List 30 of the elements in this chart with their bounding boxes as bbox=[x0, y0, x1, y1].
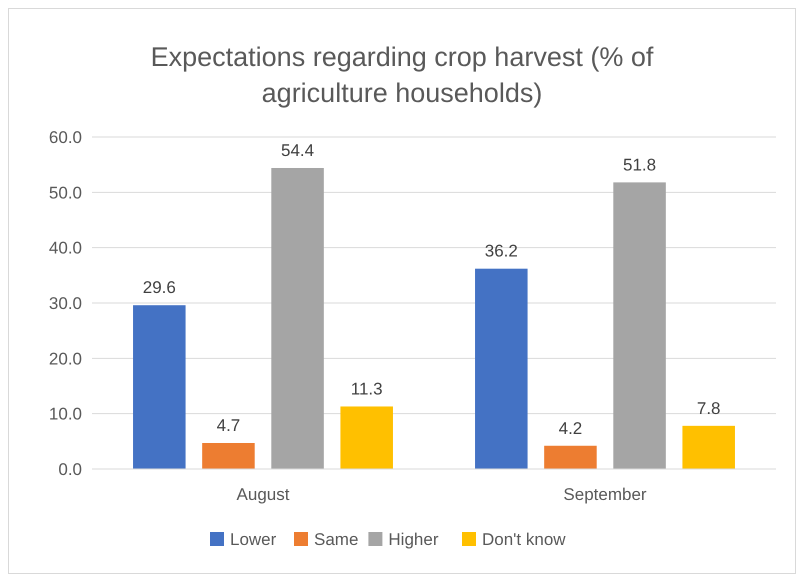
data-label: 36.2 bbox=[484, 242, 518, 261]
legend-label: Don't know bbox=[482, 530, 566, 549]
x-tick-label: August bbox=[236, 485, 290, 504]
y-tick-label: 50.0 bbox=[48, 183, 82, 202]
data-label: 7.8 bbox=[696, 398, 721, 418]
legend-label: Lower bbox=[230, 530, 277, 549]
data-label: 4.2 bbox=[558, 418, 582, 438]
bar bbox=[544, 446, 597, 469]
y-tick-label: 0.0 bbox=[58, 460, 82, 479]
bar bbox=[133, 305, 186, 469]
bar bbox=[271, 168, 324, 469]
x-tick-label: September bbox=[563, 485, 647, 504]
legend-label: Higher bbox=[388, 530, 439, 549]
bar bbox=[340, 406, 393, 469]
data-label: 54.4 bbox=[281, 140, 314, 160]
bar bbox=[475, 268, 528, 469]
data-label: 4.7 bbox=[216, 416, 240, 435]
data-label: 29.6 bbox=[142, 278, 176, 298]
y-tick-label: 30.0 bbox=[48, 294, 82, 313]
y-tick-label: 40.0 bbox=[48, 238, 82, 258]
y-tick-label: 20.0 bbox=[48, 349, 82, 368]
legend-label: Same bbox=[314, 530, 358, 549]
data-label: 11.3 bbox=[350, 379, 383, 398]
bar bbox=[682, 426, 735, 469]
chart-title: Expectations regarding crop harvest (% of agriculture households) bbox=[150, 42, 654, 108]
bar bbox=[202, 442, 255, 469]
data-label: 51.8 bbox=[623, 155, 656, 174]
bar bbox=[613, 182, 666, 469]
y-tick-label: 60.0 bbox=[48, 128, 82, 147]
y-tick-label: 10.0 bbox=[48, 404, 82, 424]
